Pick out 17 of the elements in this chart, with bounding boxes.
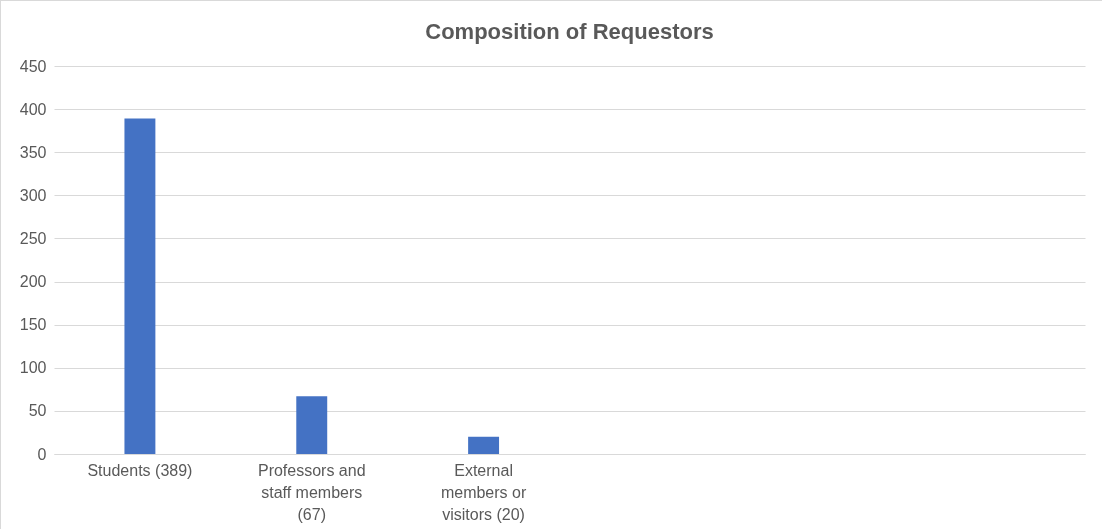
y-tick-label: 200	[19, 273, 47, 291]
x-tick-label: External members or visitors (20)	[440, 461, 527, 523]
y-tick-label: 300	[19, 186, 47, 204]
y-tick-label: 0	[37, 445, 47, 463]
y-tick-label: 450	[19, 57, 47, 75]
y-tick-label: 50	[28, 402, 47, 420]
x-tick-label: Students (389)	[87, 461, 193, 479]
chart-title: Composition of Requestors	[425, 19, 714, 44]
y-tick-label: 100	[19, 359, 47, 377]
y-tick-label: 150	[19, 316, 47, 334]
y-tick-label: 250	[19, 229, 47, 247]
x-tick-label: Professors and staff members (67)	[257, 461, 366, 523]
bar	[296, 396, 328, 454]
y-tick-label: 400	[19, 100, 47, 118]
bar	[468, 436, 500, 454]
bar	[124, 118, 156, 454]
y-tick-label: 350	[19, 143, 47, 161]
